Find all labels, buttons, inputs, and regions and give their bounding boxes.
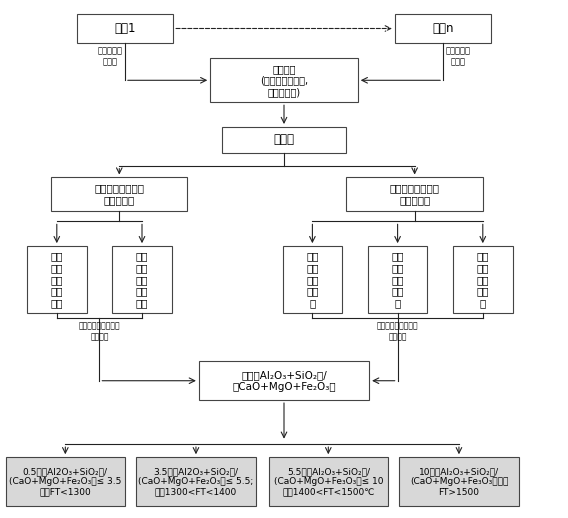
Text: 灰成分分析
硫分析: 灰成分分析 硫分析 [97, 47, 122, 66]
Text: 配煤方案
(考虑硫含量为主,
灰熔点为辅): 配煤方案 (考虑硫含量为主, 灰熔点为辅) [260, 64, 308, 97]
Bar [346, 177, 483, 211]
Text: 逐渐
加入
铁系
助溶
剂: 逐渐 加入 铁系 助溶 剂 [306, 252, 319, 308]
Bar [283, 246, 342, 313]
Text: 综合发热量、灰熔点
灰分含量: 综合发热量、灰熔点 灰分含量 [78, 322, 120, 341]
Text: 混煤灰灰熔点低于
理想灰熔点: 混煤灰灰熔点低于 理想灰熔点 [94, 183, 144, 205]
Bar [77, 14, 173, 43]
Bar [6, 457, 125, 507]
Bar [51, 177, 187, 211]
Text: 逐渐
加入
镁系
助溶
剂: 逐渐 加入 镁系 助溶 剂 [391, 252, 404, 308]
Text: 0.5＜（Al2O₃+SiO₂）/
(CaO+MgO+Fe₂O₃）≤ 3.5
时，FT<1300: 0.5＜（Al2O₃+SiO₂）/ (CaO+MgO+Fe₂O₃）≤ 3.5 时… [9, 467, 122, 497]
Text: 改变（Al₂O₃+SiO₂）/
（CaO+MgO+Fe₂O₃）: 改变（Al₂O₃+SiO₂）/ （CaO+MgO+Fe₂O₃） [232, 370, 336, 392]
Bar [27, 246, 86, 313]
Text: 10＜（Al₂O₃+SiO₂）/
(CaO+MgO+Fe₃O₃）时，
FT>1500: 10＜（Al₂O₃+SiO₂）/ (CaO+MgO+Fe₃O₃）时， FT>15… [410, 467, 508, 497]
Text: 逐渐
加入
石英
类助
溶剂: 逐渐 加入 石英 类助 溶剂 [51, 252, 63, 308]
Text: 5.5＜（Al₂O₃+SiO₂）/
(CaO+MgO+Fe₃O₃）≤ 10
时，1400<FT<1500℃: 5.5＜（Al₂O₃+SiO₂）/ (CaO+MgO+Fe₃O₃）≤ 10 时，… [274, 467, 383, 497]
Text: 3.5＜（Al2O₃+SiO₂）/
(CaO+MgO+Fe₂O₃）≤ 5.5;
时，1300<FT<1400: 3.5＜（Al2O₃+SiO₂）/ (CaO+MgO+Fe₂O₃）≤ 5.5; … [139, 467, 253, 497]
Text: 煤种n: 煤种n [432, 22, 454, 35]
Text: 综合发热量、灰熔点
灰分含量: 综合发热量、灰熔点 灰分含量 [377, 322, 419, 341]
Text: 混煤灰灰熔点高于
理想灰熔点: 混煤灰灰熔点高于 理想灰熔点 [390, 183, 440, 205]
Bar [269, 457, 388, 507]
Bar [395, 14, 491, 43]
Bar [453, 246, 513, 313]
Bar [210, 59, 358, 103]
Text: 混合煤: 混合煤 [274, 133, 294, 147]
Bar [399, 457, 519, 507]
Text: 煤种1: 煤种1 [114, 22, 136, 35]
Bar [368, 246, 427, 313]
Text: 灰成分分析
硫分析: 灰成分分析 硫分析 [446, 47, 471, 66]
Bar [222, 127, 346, 153]
Bar [199, 362, 369, 400]
Bar [136, 457, 256, 507]
Text: 逐渐
加入
铝土
矿助
溶剂: 逐渐 加入 铝土 矿助 溶剂 [136, 252, 148, 308]
Text: 逐渐
加入
钙系
助溶
剂: 逐渐 加入 钙系 助溶 剂 [477, 252, 489, 308]
Bar [112, 246, 172, 313]
